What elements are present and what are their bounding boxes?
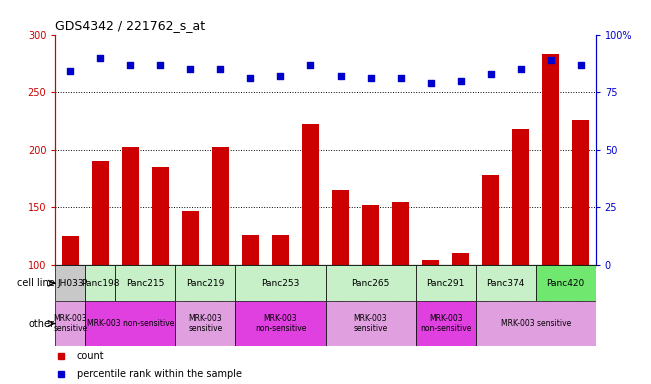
Text: Panc215: Panc215 <box>126 279 165 288</box>
Bar <box>115 265 175 301</box>
Text: GDS4342 / 221762_s_at: GDS4342 / 221762_s_at <box>55 19 206 32</box>
Bar <box>175 301 236 346</box>
Bar <box>415 301 476 346</box>
Bar <box>85 301 175 346</box>
Bar <box>332 190 349 265</box>
Bar <box>55 301 85 346</box>
Bar <box>236 265 326 301</box>
Text: other: other <box>29 318 55 329</box>
Point <box>95 55 105 61</box>
Point <box>395 75 406 81</box>
Bar <box>122 147 139 265</box>
Text: Panc374: Panc374 <box>486 279 525 288</box>
Text: MRK-003
non-sensitive: MRK-003 non-sensitive <box>255 314 306 333</box>
Bar <box>393 202 409 265</box>
Bar <box>212 147 229 265</box>
Text: count: count <box>77 351 105 361</box>
Point <box>456 78 466 84</box>
Bar <box>422 260 439 265</box>
Text: Panc420: Panc420 <box>547 279 585 288</box>
Text: cell line: cell line <box>17 278 55 288</box>
Text: percentile rank within the sample: percentile rank within the sample <box>77 369 242 379</box>
Point <box>275 73 286 79</box>
Text: Panc253: Panc253 <box>261 279 299 288</box>
Bar <box>326 265 415 301</box>
Point <box>186 66 196 72</box>
Bar <box>415 265 476 301</box>
Bar <box>572 120 589 265</box>
Bar <box>272 235 289 265</box>
Text: MRK-003
sensitive: MRK-003 sensitive <box>53 314 87 333</box>
Text: Panc198: Panc198 <box>81 279 120 288</box>
Bar <box>452 253 469 265</box>
Bar <box>85 265 115 301</box>
Bar <box>182 211 199 265</box>
Point <box>335 73 346 79</box>
Bar <box>512 129 529 265</box>
Bar <box>92 161 109 265</box>
Point <box>155 61 165 68</box>
Point <box>65 68 76 74</box>
Text: MRK-003 sensitive: MRK-003 sensitive <box>501 319 571 328</box>
Bar <box>152 167 169 265</box>
Point <box>575 61 586 68</box>
Text: MRK-003 non-sensitive: MRK-003 non-sensitive <box>87 319 174 328</box>
Bar <box>536 265 596 301</box>
Text: Panc265: Panc265 <box>352 279 390 288</box>
Bar <box>175 265 236 301</box>
Bar <box>482 175 499 265</box>
Point <box>516 66 526 72</box>
Point <box>305 61 316 68</box>
Text: MRK-003
sensitive: MRK-003 sensitive <box>188 314 223 333</box>
Text: Panc291: Panc291 <box>426 279 465 288</box>
Point <box>425 80 436 86</box>
Text: JH033: JH033 <box>57 279 84 288</box>
Point <box>486 71 496 77</box>
Bar <box>326 301 415 346</box>
Bar <box>55 265 85 301</box>
Text: Panc219: Panc219 <box>186 279 225 288</box>
Point <box>215 66 226 72</box>
Bar <box>476 301 596 346</box>
Bar <box>242 235 258 265</box>
Bar <box>62 236 79 265</box>
Bar <box>236 301 326 346</box>
Bar <box>362 205 379 265</box>
Text: MRK-003
non-sensitive: MRK-003 non-sensitive <box>420 314 471 333</box>
Point <box>365 75 376 81</box>
Text: MRK-003
sensitive: MRK-003 sensitive <box>353 314 387 333</box>
Bar <box>302 124 319 265</box>
Bar <box>542 54 559 265</box>
Point <box>245 75 256 81</box>
Point <box>125 61 135 68</box>
Point <box>546 57 556 63</box>
Bar <box>476 265 536 301</box>
